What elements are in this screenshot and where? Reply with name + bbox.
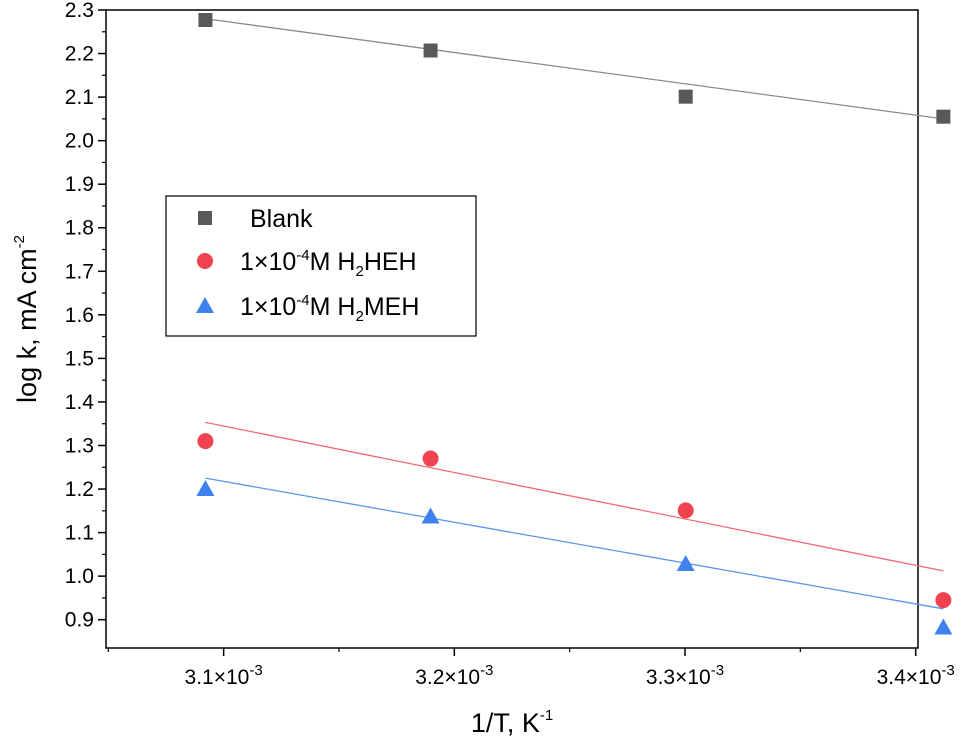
legend-label-part: HEH bbox=[364, 248, 417, 276]
data-point-triangle bbox=[196, 480, 215, 497]
data-point-circle bbox=[935, 592, 952, 609]
legend-marker-triangle bbox=[196, 297, 214, 313]
x-axis-title: 1/T, K-1 bbox=[471, 707, 553, 738]
data-point-triangle bbox=[934, 618, 953, 635]
fit-line-triangle bbox=[205, 477, 944, 610]
x-tick-exponent: -3 bbox=[941, 662, 954, 679]
legend-label: Blank bbox=[250, 205, 313, 233]
legend-label-part: -4 bbox=[296, 247, 309, 264]
y-tick-label: 1.5 bbox=[65, 347, 94, 370]
legend-box bbox=[165, 195, 477, 337]
y-axis: 0.9 1.0 1.1 1.2 1.3 1.4 1.5 1.6 1.7 1.8 1.9 2.0 2.1 2… bbox=[65, 0, 106, 632]
y-tick-label: 0.9 bbox=[65, 609, 94, 632]
y-tick-label: 1.1 bbox=[65, 522, 94, 545]
data-point-square bbox=[423, 43, 438, 58]
plot-border bbox=[105, 9, 919, 649]
data-point-square bbox=[198, 13, 213, 28]
x-tick-label: 3.4×10-3 bbox=[877, 662, 955, 689]
y-axis-title-exponent: -2 bbox=[11, 235, 28, 248]
legend-label: 1×10-4M H2HEH bbox=[240, 247, 417, 280]
legend-label-part: 1×10 bbox=[240, 293, 296, 321]
y-tick-label: 1.3 bbox=[65, 434, 94, 457]
x-tick-exponent: -3 bbox=[480, 662, 493, 679]
y-axis-title-base: log k, mA cm bbox=[12, 248, 42, 403]
data-point-circle bbox=[677, 502, 694, 519]
data-point-triangle bbox=[676, 554, 695, 571]
x-tick-mantissa: 3.4×10 bbox=[877, 666, 942, 689]
data-points bbox=[196, 13, 953, 635]
legend-label-part: Blank bbox=[250, 205, 313, 233]
legend-label-part: M H bbox=[310, 293, 356, 321]
y-tick-label: 1.4 bbox=[65, 391, 95, 414]
legend-label-part: 1×10 bbox=[240, 248, 296, 276]
x-axis-title-exponent: -1 bbox=[540, 707, 553, 724]
legend-label-part: MEH bbox=[364, 293, 420, 321]
y-tick-label: 1.2 bbox=[65, 478, 94, 501]
legend-label-part: 2 bbox=[355, 263, 363, 280]
data-point-circle bbox=[422, 450, 439, 467]
plot-area bbox=[105, 9, 919, 649]
x-axis: 3.1×10-3 3.2×10-3 3.3×10-3 3.4×10-3 bbox=[107, 648, 955, 689]
y-tick-label: 1.6 bbox=[65, 304, 94, 327]
y-tick-label: 2.2 bbox=[65, 43, 94, 66]
y-tick-label: 2.0 bbox=[65, 130, 94, 153]
x-axis-title-base: 1/T, K bbox=[471, 708, 540, 738]
legend-label-part: -4 bbox=[296, 292, 309, 309]
y-tick-label: 1.0 bbox=[65, 565, 94, 588]
y-tick-label: 1.8 bbox=[65, 217, 94, 240]
y-tick-label: 1.7 bbox=[65, 260, 94, 283]
data-point-circle bbox=[197, 433, 214, 450]
x-tick-exponent: -3 bbox=[249, 662, 262, 679]
y-tick-label: 1.9 bbox=[65, 173, 94, 196]
legend-marker-circle bbox=[197, 253, 213, 269]
x-tick-label: 3.2×10-3 bbox=[415, 662, 493, 689]
data-point-triangle bbox=[421, 507, 440, 524]
x-tick-label: 3.1×10-3 bbox=[185, 662, 263, 689]
legend-label: 1×10-4M H2MEH bbox=[240, 292, 419, 325]
data-point-square bbox=[678, 89, 693, 104]
x-tick-exponent: -3 bbox=[711, 662, 724, 679]
fit-line-circle bbox=[205, 421, 944, 572]
legend-label-part: M H bbox=[310, 248, 356, 276]
y-tick-label: 2.1 bbox=[65, 86, 94, 109]
x-tick-mantissa: 3.1×10 bbox=[185, 666, 250, 689]
x-tick-label: 3.3×10-3 bbox=[646, 662, 724, 689]
data-point-square bbox=[936, 109, 951, 124]
legend-marker-square bbox=[198, 211, 212, 225]
y-tick-label: 2.3 bbox=[65, 0, 94, 22]
fit-line-square bbox=[205, 18, 944, 120]
legend-label-part: 2 bbox=[355, 308, 363, 325]
x-tick-mantissa: 3.3×10 bbox=[646, 666, 711, 689]
fit-lines bbox=[205, 18, 944, 610]
x-tick-mantissa: 3.2×10 bbox=[415, 666, 480, 689]
y-axis-title: log k, mA cm-2 bbox=[11, 235, 42, 403]
